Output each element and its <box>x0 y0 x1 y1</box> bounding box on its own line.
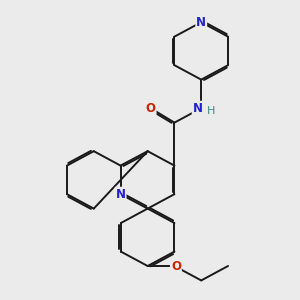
Text: N: N <box>193 102 203 115</box>
Text: N: N <box>116 188 126 201</box>
Text: H: H <box>206 106 215 116</box>
Text: O: O <box>146 102 156 115</box>
Text: N: N <box>196 16 206 29</box>
Text: O: O <box>171 260 181 272</box>
